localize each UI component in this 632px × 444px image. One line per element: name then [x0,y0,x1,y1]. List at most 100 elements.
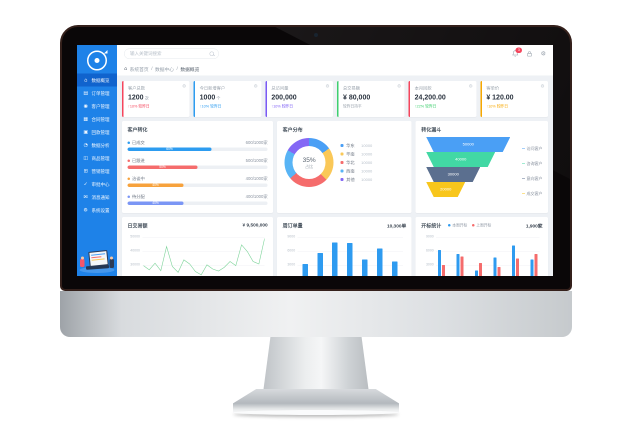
card-gear-icon[interactable]: ⚙ [468,84,473,89]
bar-group [493,257,501,276]
bar-group [475,263,483,276]
legend-name: 本周开标 [452,223,468,228]
breadcrumb-item[interactable]: 系统首页 [129,66,149,73]
funnel-label-text: 访问客户 [526,146,543,152]
stat-card: 本月回款 ⚙ 24,200.00 ↑22% 较昨日 [408,81,477,117]
marketing-icon: ⊞ [83,168,88,174]
search-input[interactable] [129,50,210,57]
funnel-label: 咨询客户 [522,161,543,167]
funnel-layer: 20000 [426,182,466,197]
stat-card-trend: ↑10% 较昨日 [486,104,508,109]
dashboard-app: ⌂ 数据概览 ▤ 订单管理 ◉ 客户管理 ▦ 合同管理 ▣ 回款管理 ◔ 数据分析 ◫ 商品管理 ⊞ 营销管理… [77,45,553,276]
bell-icon[interactable]: 3 [512,47,523,57]
stat-card-unit: 次 [143,96,149,101]
conversion-label: 洽谈中 [132,176,145,181]
card-gear-icon[interactable]: ⚙ [325,84,330,89]
orders-icon: ▤ [83,90,89,96]
donut-center-label: 占比 [305,164,314,169]
conversion-row: 已成交 600/1000家 60% [127,140,268,151]
sidebar-item-home[interactable]: ⌂ 数据概览 [77,73,117,87]
card-gear-icon[interactable]: ⚙ [182,84,187,89]
gear-icon[interactable]: ⚙ [540,50,546,57]
lock-icon[interactable] [527,50,533,57]
legend-name: 华东 [346,143,355,148]
messages-icon: ✉ [83,194,88,200]
conversion-row: 已跟进 500/1000家 50% [127,158,268,169]
illustration-person-left-head [81,256,84,260]
legend-name: 上周开标 [476,223,492,228]
breadcrumb: ⌂ 系统首页 / 数据中心 / 数据概览 [117,62,553,76]
sidebar-item-orders[interactable]: ▤ 订单管理 [77,87,117,100]
sidebar-item-analytics[interactable]: ◔ 数据分析 [77,139,117,152]
sidebar-item-marketing[interactable]: ⊞ 营销管理 [77,165,117,178]
sidebar-item-messages[interactable]: ✉ 消息通知 [77,191,117,204]
funnel-label: 成交客户 [522,191,543,197]
bar [362,259,368,276]
stat-card-value: 24,200.00 [414,93,446,101]
bar-group [530,254,538,276]
bar [460,256,464,276]
axis-tick-label: 50000 [130,235,140,239]
bar [438,250,442,276]
conversion-label: 已成交 [132,140,145,145]
sidebar-item-label: 回款管理 [91,129,110,135]
monitor-stand-base-edge [233,410,399,415]
axis-tick-label: 3000 [425,263,434,267]
home-icon: ⌂ [84,77,88,83]
bar-series [298,237,403,276]
legend-dot [448,224,451,227]
axis-tick-label: 9000 [287,235,296,239]
sidebar-item-customers[interactable]: ◉ 客户管理 [77,100,117,113]
customers-icon: ◉ [83,103,88,109]
progress-fill: 40% [127,201,184,205]
breadcrumb-item[interactable]: 数据中心 [155,66,175,73]
bar [534,254,538,276]
axis-tick-label: 9000 [425,235,434,239]
stat-card-label: 今日新增客户 [199,85,226,91]
logo-dart [104,50,108,54]
search-box[interactable] [124,48,219,59]
stat-card-unit: 个 [215,96,221,101]
legend-item[interactable]: 本周开标 [448,223,467,229]
bar-chart-legend: 本周开标 上周开标 [448,223,491,229]
funnel-chart: 50000 访问客户 40000 咨询客户 30000 意向客户 20000 成交客户 [421,137,543,207]
legend-item[interactable]: 上周开标 [472,223,491,229]
legend-name: 其他 [346,177,355,182]
sidebar: ⌂ 数据概览 ▤ 订单管理 ◉ 客户管理 ▦ 合同管理 ▣ 回款管理 ◔ 数据分析 ◫ 商品管理 ⊞ 营销管理… [77,45,117,276]
logo-dot [94,58,100,63]
legend-item[interactable]: 其他 10000 [340,175,372,184]
axis-tick-label: 6000 [287,249,296,253]
axis-tick-label: 3000 [287,263,296,267]
sidebar-item-settings[interactable]: ⚙ 系统设置 [77,204,117,217]
conversion-row-line: 已成交 600/1000家 [127,140,268,146]
bar [530,259,534,276]
funnel-leader [522,148,525,150]
gridline [142,251,265,252]
breadcrumb-separator: / [176,66,178,72]
sidebar-item-approvals[interactable]: ✓ 审批中心 [77,178,117,191]
axis-tick-label: 6000 [425,249,434,253]
card-gear-icon[interactable]: ⚙ [253,84,258,89]
legend-item[interactable]: 华东 10000 [340,141,372,150]
line-chart: 50000 40000 30000 [128,231,268,276]
conversion-rows: 已成交 600/1000家 60% 已跟进 500/1000家 50% 洽谈中 400/100… [127,140,268,205]
app-logo[interactable] [87,50,108,71]
topbar: 3 ⚙ [117,45,553,62]
sidebar-item-payments[interactable]: ▣ 回款管理 [77,126,117,139]
funnel-label: 访问客户 [522,146,543,152]
gridline [297,237,404,238]
card-gear-icon[interactable]: ⚙ [540,84,545,89]
legend-item[interactable]: 华南 10000 [340,150,372,159]
sidebar-item-products[interactable]: ◫ 商品管理 [77,152,117,165]
sidebar-item-contracts[interactable]: ▦ 合同管理 [77,113,117,126]
sidebar-item-label: 客户管理 [91,103,110,109]
analytics-icon: ◔ [83,142,88,148]
stat-cards-row: 客户总数 ⚙ 1200 次 ↑10% 较昨日 今日新增客户 ⚙ 1000 个 ↑10% 较昨日… [122,81,548,117]
conversion-value: 400/1000家 [245,176,268,181]
panel-daily-transactions: 日交易额 ¥ 9,500,000 50000 40000 30000 [122,217,274,276]
legend-item[interactable]: 华北 10000 [340,158,372,167]
sidebar-item-label: 数据分析 [91,142,110,148]
legend-item[interactable]: 西南 10000 [340,167,372,176]
search-icon[interactable] [209,51,214,56]
card-gear-icon[interactable]: ⚙ [397,84,402,89]
